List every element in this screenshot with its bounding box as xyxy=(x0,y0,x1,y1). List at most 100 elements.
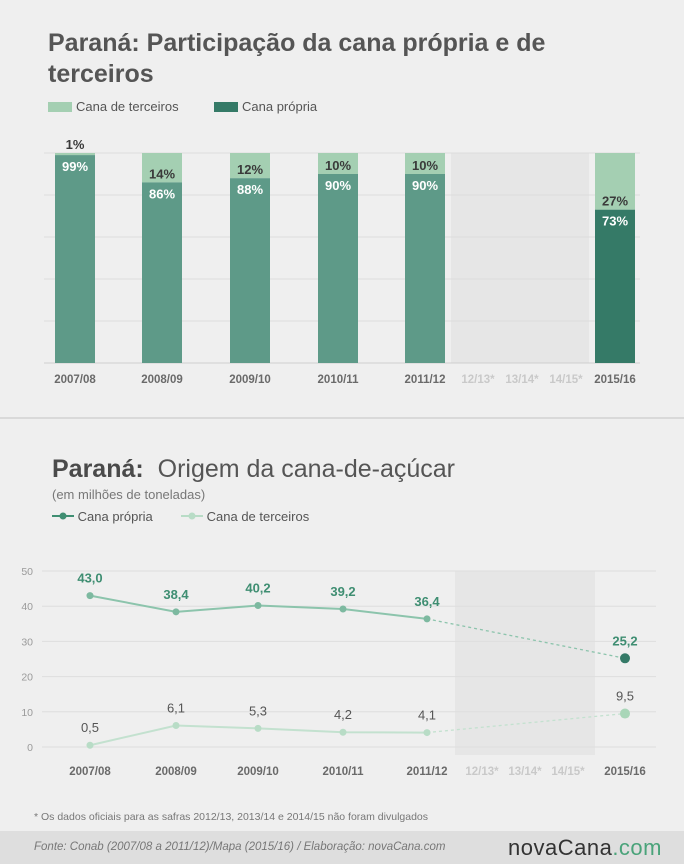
bar-terceiros xyxy=(142,153,182,183)
line-category-label: 14/15* xyxy=(551,766,585,778)
bar-category-label: 2008/09 xyxy=(141,374,183,386)
bar-propria-value-label: 90% xyxy=(412,178,438,193)
bar-category-label: 2007/08 xyxy=(54,374,96,386)
data-point-propria xyxy=(254,601,262,609)
novacana-logo: novaCana.com xyxy=(508,835,662,861)
legend-swatch-terceiros xyxy=(48,102,72,112)
line-chart-subtitle: (em milhões de toneladas) xyxy=(52,487,206,502)
line-category-label: 2011/12 xyxy=(407,766,448,778)
bar-propria-value-label: 90% xyxy=(325,178,351,193)
y-tick-label: 40 xyxy=(21,601,33,613)
legend-line-marker-terceiros xyxy=(181,512,203,520)
line-category-label: 2008/09 xyxy=(155,766,197,778)
bar-terceiros xyxy=(55,153,95,156)
legend-label-line-terceiros: Cana de terceiros xyxy=(206,509,310,524)
data-point-terceiros xyxy=(339,728,347,736)
bar-chart: 2007/08 1% 99% 2008/09 14% 86% 2009/10 12% 88% 20… xyxy=(44,137,640,386)
legend-swatch-propria xyxy=(214,102,238,112)
line-chart-title-rest: Origem da cana-de-açúcar xyxy=(157,455,455,483)
bar-category-label: 2010/11 xyxy=(318,374,360,386)
bar-propria-value-label: 73% xyxy=(602,214,628,229)
legend-item-line-propria: Cana própria xyxy=(52,509,153,524)
legend-item-propria: Cana própria xyxy=(214,99,317,114)
data-point-terceiros xyxy=(86,741,94,749)
data-label-propria: 39,2 xyxy=(330,584,355,599)
panel-divider xyxy=(0,417,684,419)
bar-propria xyxy=(595,209,635,363)
data-label-propria: 43,0 xyxy=(77,571,102,586)
line-chart-title-strong: Paraná: xyxy=(52,455,144,483)
series-dashed-line-propria xyxy=(426,618,626,659)
bar-propria-value-label: 88% xyxy=(237,182,263,197)
legend-label-propria: Cana própria xyxy=(242,99,318,114)
line-category-label: 2010/11 xyxy=(323,766,365,778)
data-label-terceiros: 4,2 xyxy=(334,707,352,722)
data-point-terceiros xyxy=(172,722,180,730)
logo-main: novaCana xyxy=(508,835,613,860)
line-category-label: 13/14* xyxy=(508,766,542,778)
line-category-label: 2007/08 xyxy=(69,766,111,778)
y-tick-label: 20 xyxy=(21,672,33,684)
footnote: * Os dados oficiais para as safras 2012/… xyxy=(34,811,429,823)
data-point-terceiros xyxy=(620,708,630,719)
data-label-propria: 25,2 xyxy=(612,633,637,648)
bar-category-label: 12/13* xyxy=(461,374,495,386)
bar-terceiros-value-label: 12% xyxy=(237,162,263,177)
data-point-propria xyxy=(86,592,94,600)
bar-chart-title: Paraná: Participação da cana própria e d… xyxy=(48,29,546,88)
bar-terceiros xyxy=(230,153,270,179)
data-label-terceiros: 6,1 xyxy=(167,701,185,716)
y-tick-label: 30 xyxy=(21,636,33,648)
data-point-propria xyxy=(339,605,347,613)
y-tick-label: 0 xyxy=(27,742,33,754)
bar-terceiros-value-label: 14% xyxy=(149,166,175,181)
bar-category-label: 2009/10 xyxy=(229,374,271,386)
y-tick-label: 10 xyxy=(21,707,33,719)
line-category-label: 2015/16 xyxy=(604,766,646,778)
bar-propria xyxy=(405,174,445,363)
footer-bar: Fonte: Conab (2007/08 a 2011/12)/Mapa (2… xyxy=(0,831,684,864)
bar-terceiros-value-label: 27% xyxy=(602,194,628,209)
bar-propria xyxy=(55,155,95,363)
data-point-terceiros xyxy=(254,724,262,732)
bar-propria xyxy=(318,174,358,363)
data-point-propria xyxy=(620,653,630,664)
bar-terceiros-value-label: 10% xyxy=(325,158,351,173)
bar-propria-value-label: 99% xyxy=(62,159,88,174)
legend-label-line-propria: Cana própria xyxy=(77,509,153,524)
legend-line-marker-propria xyxy=(52,512,74,520)
legend-item-line-terceiros: Cana de terceiros xyxy=(181,509,309,524)
bar-propria xyxy=(230,178,270,363)
legend-label-terceiros: Cana de terceiros xyxy=(76,99,179,114)
bar-terceiros-value-label: 1% xyxy=(66,137,85,152)
bar-category-label: 2011/12 xyxy=(405,374,446,386)
data-label-terceiros: 9,5 xyxy=(616,689,634,704)
bar-category-label: 14/15* xyxy=(549,374,583,386)
source-credit: Fonte: Conab (2007/08 a 2011/12)/Mapa (2… xyxy=(34,841,446,853)
bar-terceiros xyxy=(405,153,445,174)
bar-terceiros-value-label: 10% xyxy=(412,158,438,173)
data-label-terceiros: 0,5 xyxy=(81,720,99,735)
data-label-propria: 36,4 xyxy=(414,594,440,609)
line-category-label: 12/13* xyxy=(465,766,499,778)
missing-data-band xyxy=(451,153,589,363)
missing-data-band xyxy=(455,571,595,755)
y-tick-label: 50 xyxy=(21,566,33,578)
legend-item-terceiros: Cana de terceiros xyxy=(48,99,179,114)
data-point-propria xyxy=(423,615,431,623)
bar-category-label: 13/14* xyxy=(505,374,539,386)
bar-propria xyxy=(142,182,182,363)
data-label-propria: 40,2 xyxy=(245,580,270,595)
data-label-terceiros: 5,3 xyxy=(249,703,267,718)
bar-terceiros xyxy=(318,153,358,174)
line-chart-title: Paraná: Origem da cana-de-açúcar xyxy=(52,454,455,485)
data-label-propria: 38,4 xyxy=(163,587,189,602)
logo-suffix: .com xyxy=(612,835,662,860)
line-category-label: 2009/10 xyxy=(237,766,279,778)
bar-terceiros xyxy=(595,153,635,210)
data-label-terceiros: 4,1 xyxy=(418,708,436,723)
bar-category-label: 2015/16 xyxy=(594,374,636,386)
data-point-terceiros xyxy=(423,729,431,737)
bar-propria-value-label: 86% xyxy=(149,186,175,201)
